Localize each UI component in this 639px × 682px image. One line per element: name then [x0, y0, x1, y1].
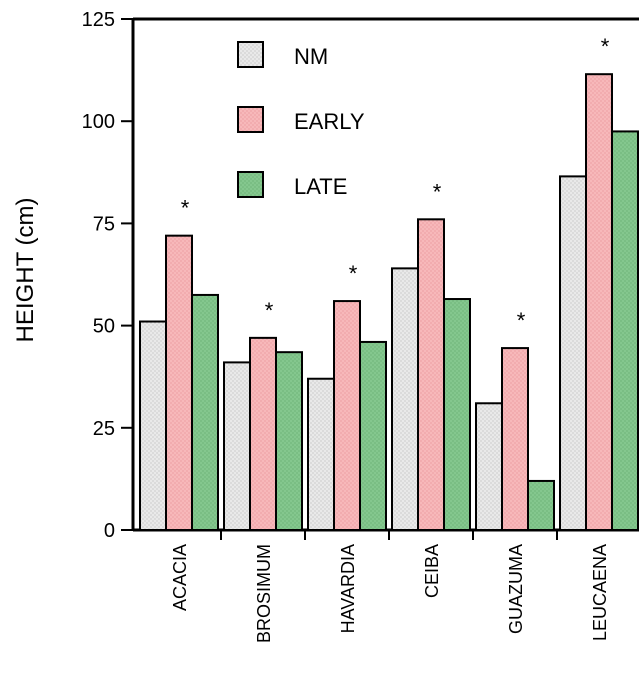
- bar-early-guazuma: [501, 347, 529, 532]
- legend-label-early: EARLY: [294, 109, 365, 134]
- category-label-guazuma: GUAZUMA: [506, 544, 526, 634]
- bar-early-ceiba: [417, 218, 445, 531]
- bar-nm-acacia: [139, 320, 167, 531]
- y-tick-label-1: 25: [93, 418, 115, 440]
- bar-nm-brosimum: [223, 361, 251, 531]
- bar-nm-havardia: [307, 377, 335, 531]
- y-axis-title: HEIGHT (cm): [12, 198, 39, 343]
- legend-label-nm: NM: [294, 44, 328, 69]
- legend-swatch-late: [237, 171, 264, 198]
- bar-early-havardia: [333, 300, 361, 531]
- bar-late-ceiba: [443, 298, 471, 532]
- y-tick-label-4: 100: [82, 111, 115, 133]
- bar-nm-ceiba: [391, 267, 419, 531]
- significance-star-brosimum: *: [265, 298, 274, 323]
- category-label-acacia: ACACIA: [170, 544, 190, 611]
- y-tick-label-3: 75: [93, 213, 115, 235]
- bar-late-acacia: [191, 293, 219, 531]
- category-label-leucaena: LEUCAENA: [590, 544, 610, 641]
- bar-early-acacia: [165, 234, 193, 531]
- significance-markers: * * * * * *: [181, 34, 610, 333]
- significance-star-ceiba: *: [433, 179, 442, 204]
- bar-early-leucaena: [585, 73, 613, 532]
- bar-late-guazuma: [527, 479, 555, 531]
- significance-star-havardia: *: [349, 261, 358, 286]
- legend: NM EARLY LATE: [237, 41, 365, 199]
- bar-late-leucaena: [611, 130, 639, 531]
- bar-late-brosimum: [275, 351, 303, 531]
- bars: [139, 73, 639, 532]
- significance-star-leucaena: *: [601, 34, 610, 59]
- significance-star-acacia: *: [181, 196, 190, 221]
- y-tick-label-0: 0: [104, 520, 115, 542]
- bar-late-havardia: [359, 340, 387, 531]
- category-labels: ACACIA BROSIMUM HAVARDIA CEIBA GUAZUMA LEUCAE…: [170, 544, 610, 643]
- legend-swatch-early: [237, 106, 264, 133]
- bar-nm-leucaena: [559, 175, 587, 531]
- bar-early-brosimum: [249, 336, 277, 532]
- legend-label-late: LATE: [294, 174, 347, 199]
- significance-star-guazuma: *: [517, 308, 526, 333]
- category-label-ceiba: CEIBA: [422, 544, 442, 598]
- legend-swatch-nm: [237, 41, 264, 68]
- bar-nm-guazuma: [475, 402, 503, 531]
- y-tick-label-2: 50: [93, 316, 115, 338]
- y-tick-label-5: 125: [82, 9, 115, 31]
- category-label-havardia: HAVARDIA: [338, 544, 358, 633]
- category-label-brosimum: BROSIMUM: [254, 544, 274, 643]
